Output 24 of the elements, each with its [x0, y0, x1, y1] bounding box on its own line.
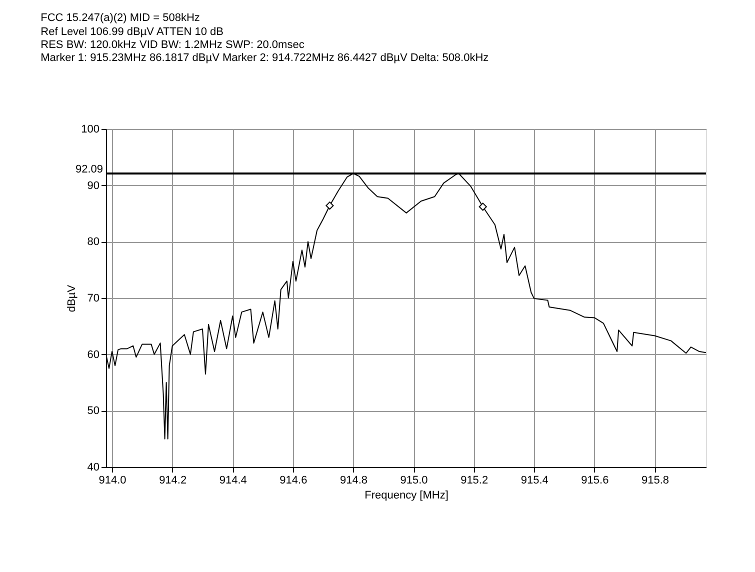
x-tick-label: 915.0 — [400, 474, 428, 486]
y-tick-label: 50 — [87, 405, 100, 418]
x-tick-label: 914.8 — [340, 474, 368, 486]
y-tick-label: 80 — [87, 236, 100, 248]
y-tick-label: 60 — [87, 348, 100, 361]
text: Marker 1: 915.23MHz 86.1817 dBµV Marker 2: 914.722MHz 86.4427 dBµV Delta: 508.0kHz — [40, 52, 489, 64]
x-tick-label: 915.6 — [581, 474, 609, 486]
x-tick-label: 914.0 — [98, 474, 126, 486]
x-axis-title: Frequency [MHz] — [364, 490, 448, 502]
x-tick-label: 915.4 — [520, 474, 548, 486]
y-tick-label: 70 — [87, 292, 100, 304]
chart-title: FCC 15.247(a)(2) MID = 508kHz — [40, 12, 200, 24]
x-tick-label: 914.4 — [219, 474, 247, 486]
x-tick-label: 915.8 — [641, 474, 670, 486]
x-tick-label: 914.2 — [159, 474, 187, 486]
y-tick-label: 90 — [87, 180, 100, 192]
y-axis-title: dBµV — [66, 284, 78, 312]
y-tick-label: 100 — [81, 124, 100, 136]
text: Ref Level 106.99 dBµV ATTEN 10 dB — [40, 26, 224, 38]
text: RES BW: 120.0kHz VID BW: 1.2MHz SWP: 20.0msec — [40, 39, 305, 51]
y-tick-label: 40 — [87, 462, 100, 474]
x-tick-label: 915.2 — [460, 474, 488, 486]
x-tick-label: 914.6 — [280, 474, 308, 486]
ref-line-label: 92.09 — [75, 164, 103, 176]
